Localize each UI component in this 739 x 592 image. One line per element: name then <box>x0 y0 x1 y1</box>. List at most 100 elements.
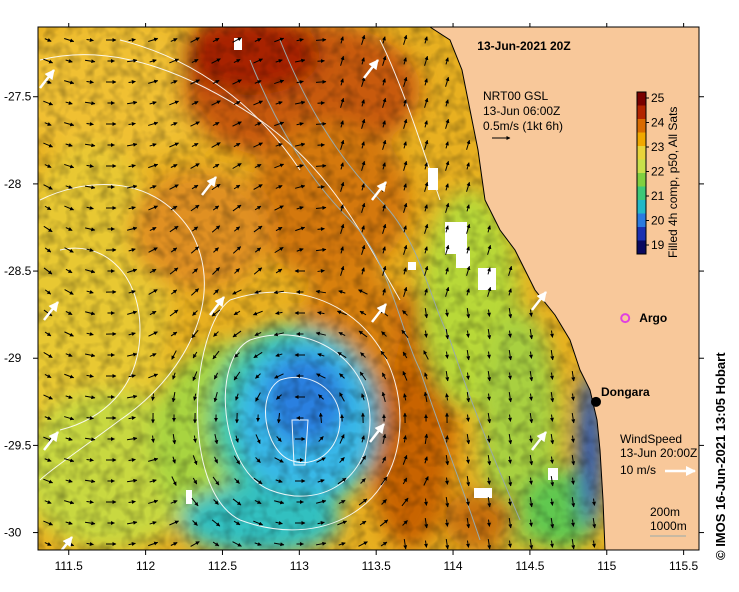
current-arrow <box>128 290 136 294</box>
current-arrow <box>84 437 96 442</box>
current-arrow <box>254 163 262 169</box>
current-arrow <box>84 101 96 106</box>
current-arrow <box>128 164 136 168</box>
current-arrow <box>232 541 242 547</box>
current-arrow <box>403 202 408 213</box>
colorbar-swatch <box>637 105 646 120</box>
current-arrow <box>445 477 449 485</box>
current-arrow <box>487 370 492 382</box>
current-arrow <box>192 520 198 526</box>
current-arrow <box>445 351 449 359</box>
current-arrow <box>253 520 264 526</box>
current-arrow <box>128 500 136 504</box>
current-arrow <box>190 541 200 547</box>
current-arrow <box>213 372 219 380</box>
current-arrow <box>424 97 429 108</box>
current-arrow <box>232 79 242 85</box>
current-arrow <box>253 142 263 148</box>
current-arrow <box>232 330 242 338</box>
current-arrow <box>361 435 365 443</box>
current-arrow <box>276 394 282 400</box>
current-arrow <box>445 202 450 213</box>
current-arrow <box>592 540 596 548</box>
current-arrow <box>338 290 346 294</box>
x-tick-label: 113 <box>290 559 309 573</box>
current-arrow <box>529 393 533 401</box>
current-arrow <box>169 142 179 148</box>
current-arrow <box>487 519 491 527</box>
current-arrow <box>211 142 221 148</box>
current-arrow <box>149 479 157 483</box>
x-tick-label: 115 <box>597 559 616 573</box>
colorbar-swatch <box>637 173 646 187</box>
current-arrow <box>571 496 576 508</box>
current-arrow <box>126 520 138 525</box>
current-arrow <box>192 455 198 466</box>
current-arrow <box>340 55 345 66</box>
wind-arrow <box>43 431 59 451</box>
x-tick-label: 115.5 <box>669 559 698 573</box>
current-arrow <box>382 456 386 464</box>
current-arrow <box>339 434 345 444</box>
current-arrow <box>445 496 450 508</box>
colorbar-frame <box>636 91 647 255</box>
colorbar-tick-label: 25 <box>651 91 665 105</box>
current-arrow <box>296 122 304 126</box>
current-arrow <box>232 246 242 254</box>
current-arrow <box>529 477 533 485</box>
wind-legend-line1: WindSpeed <box>620 432 682 446</box>
current-arrow <box>84 185 96 190</box>
current-legend-line3: 0.5m/s (1kt 6h) <box>483 119 563 133</box>
current-arrow <box>126 142 138 147</box>
wind-arrow <box>371 303 387 323</box>
current-arrow <box>340 223 345 234</box>
current-arrow <box>315 331 326 336</box>
current-arrow <box>148 499 159 504</box>
current-arrow <box>403 435 407 443</box>
current-arrow <box>86 332 94 336</box>
current-arrow <box>487 225 491 233</box>
current-arrow <box>508 498 512 506</box>
current-arrow <box>65 521 73 525</box>
current-arrow <box>253 267 263 275</box>
current-arrow <box>315 289 327 294</box>
current-arrow <box>64 247 74 253</box>
current-arrow <box>508 330 512 338</box>
current-arrow <box>571 454 576 466</box>
current-arrow <box>361 183 365 191</box>
current-arrow <box>361 34 366 45</box>
current-arrow <box>273 332 284 337</box>
current-arrow <box>445 76 450 87</box>
current-arrow <box>193 393 197 401</box>
current-arrow <box>529 435 533 443</box>
current-arrow <box>65 227 73 231</box>
wind-vectors <box>39 59 547 550</box>
current-arrow <box>295 184 306 189</box>
current-arrow <box>192 268 198 274</box>
colorbar-swatch <box>637 240 646 255</box>
current-arrow <box>190 246 200 254</box>
current-arrow <box>381 331 387 337</box>
current-arrow <box>317 521 325 525</box>
y-tick-label: -30 <box>4 526 22 540</box>
current-arrow <box>403 118 408 129</box>
current-arrow <box>275 521 283 525</box>
current-arrow <box>316 457 326 463</box>
current-arrow <box>44 542 52 546</box>
current-arrow <box>550 498 554 506</box>
current-arrow <box>84 395 96 400</box>
current-arrow <box>466 456 470 464</box>
current-arrow <box>84 59 96 64</box>
current-arrow <box>149 143 157 147</box>
current-arrow <box>254 542 262 546</box>
current-arrow <box>466 223 471 234</box>
current-arrow <box>466 246 470 254</box>
current-arrow <box>276 412 281 424</box>
colorbar-tick-label: 24 <box>651 116 665 130</box>
current-arrow <box>84 479 96 484</box>
current-arrow <box>44 205 52 211</box>
current-arrow <box>211 225 221 233</box>
current-arrow <box>424 330 428 338</box>
colorbar-swatch <box>637 200 646 214</box>
current-arrow <box>466 265 471 276</box>
